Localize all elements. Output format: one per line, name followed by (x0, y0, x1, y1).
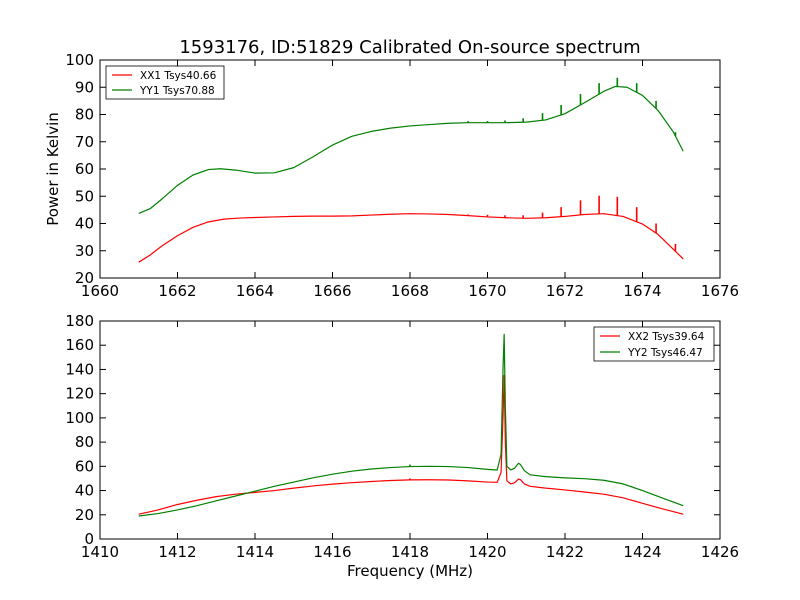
x-tick-label: 1664 (236, 282, 274, 300)
y-tick-label: 80 (75, 106, 94, 124)
y-tick-label: 60 (75, 457, 94, 475)
x-tick-label: 1660 (81, 282, 119, 300)
legend-box (593, 326, 715, 362)
legend-entry-xx1: XX1 Tsys40.66 (140, 70, 217, 82)
bottom-plot-area (138, 333, 684, 517)
x-tick-label: 1426 (701, 543, 739, 561)
x-tick-label: 1422 (546, 543, 584, 561)
y-tick-label: 20 (75, 506, 94, 524)
y-tick-label: 40 (75, 215, 94, 233)
y-tick-label: 20 (75, 269, 94, 287)
legend-entry-yy2: YY2 Tsys46.47 (627, 347, 703, 359)
x-tick-label: 1668 (391, 282, 429, 300)
top-legend: XX1 Tsys40.66 YY1 Tsys70.88 (105, 65, 225, 100)
y-tick-label: 40 (75, 482, 94, 500)
bottom-series-line-0 (138, 374, 684, 515)
bottom-tick-labels: 1410 1412 1414 1416 1418 1420 1422 1424 1426 0 20 4… (65, 312, 739, 561)
top-tick-labels: 1660 1662 1664 1666 1668 1670 1672 1674 1676 20 30… (65, 51, 739, 300)
y-tick-label: 80 (75, 433, 94, 451)
x-tick-label: 1410 (81, 543, 119, 561)
x-tick-label: 1420 (468, 543, 506, 561)
bottom-axis-ticks (99, 320, 721, 540)
x-tick-label: 1414 (236, 543, 274, 561)
top-plot-frame (99, 59, 721, 279)
bottom-legend: XX2 Tsys39.64 YY2 Tsys46.47 (593, 326, 715, 362)
y-tick-label: 120 (65, 385, 94, 403)
top-series-line-0 (138, 213, 684, 263)
y-tick-label: 100 (65, 51, 94, 69)
x-axis-label: Frequency (MHz) (347, 562, 473, 580)
legend-entry-yy1: YY1 Tsys70.88 (139, 85, 215, 97)
y-tick-label: 180 (65, 312, 94, 330)
x-tick-label: 1424 (623, 543, 661, 561)
x-tick-label: 1674 (623, 282, 661, 300)
x-tick-label: 1666 (313, 282, 351, 300)
y-tick-label: 70 (75, 133, 94, 151)
x-tick-label: 1676 (701, 282, 739, 300)
y-tick-label: 100 (65, 409, 94, 427)
bottom-plot-frame (99, 320, 721, 540)
y-tick-label: 160 (65, 336, 94, 354)
y-tick-label: 60 (75, 160, 94, 178)
bottom-spectrum-chart: Frequency (MHz) 1410 1412 1414 1416 1418 1420… (65, 312, 739, 580)
top-series-line-1 (138, 85, 684, 214)
x-tick-label: 1672 (546, 282, 584, 300)
x-tick-label: 1670 (468, 282, 506, 300)
top-plot-area (138, 77, 684, 263)
y-tick-label: 0 (84, 530, 94, 548)
bottom-series-line-1 (138, 333, 684, 517)
y-tick-label: 90 (75, 78, 94, 96)
y-tick-label: 30 (75, 242, 94, 260)
x-tick-label: 1418 (391, 543, 429, 561)
legend-entry-xx2: XX2 Tsys39.64 (628, 331, 705, 343)
y-axis-label: Power in Kelvin (44, 112, 62, 226)
legend-box (105, 65, 225, 100)
x-tick-label: 1416 (313, 543, 351, 561)
top-spectrum-chart: 1593176, ID:51829 Calibrated On-source s… (44, 37, 739, 300)
y-tick-label: 50 (75, 187, 94, 205)
x-tick-label: 1662 (158, 282, 196, 300)
chart-title: 1593176, ID:51829 Calibrated On-source s… (179, 37, 640, 58)
y-tick-label: 140 (65, 360, 94, 378)
x-tick-label: 1412 (158, 543, 196, 561)
